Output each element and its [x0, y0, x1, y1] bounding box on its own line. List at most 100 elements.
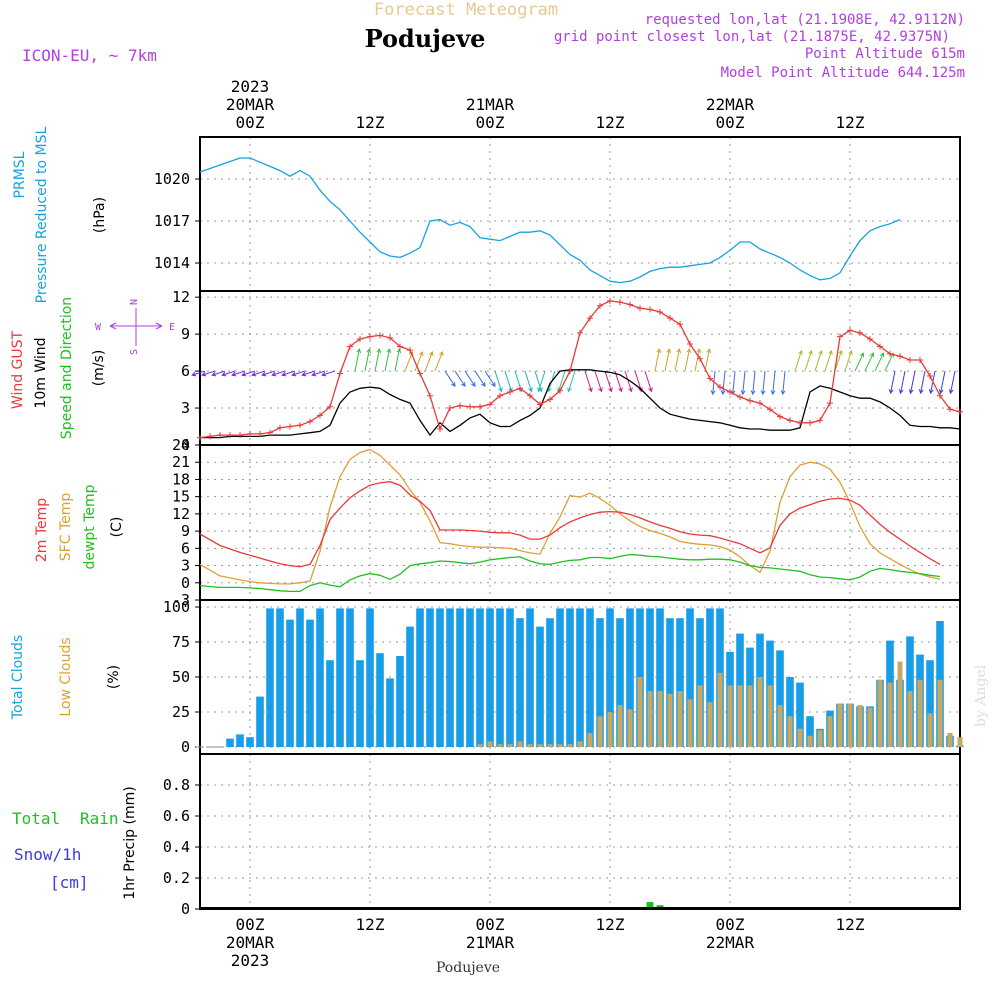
precip-rain-label: Rain: [80, 809, 119, 828]
wind-arrow: [272, 370, 286, 376]
wind-arrow: [232, 370, 246, 376]
pressure-label-2: Pressure Reduced to MSL: [34, 126, 50, 303]
wind-arrow: [434, 351, 443, 372]
low-cloud-bar: [587, 733, 593, 747]
low-cloud-bar: [937, 679, 943, 747]
gust-marker: [887, 350, 893, 357]
low-cloud-bar: [647, 691, 653, 747]
gust-marker: [907, 356, 913, 363]
wind-arrow: [374, 348, 380, 372]
pressure-line: [199, 157, 901, 284]
wind-arrow: [414, 351, 423, 372]
gust-marker: [677, 321, 683, 328]
bottom-time-label: 12Z: [596, 915, 625, 934]
wind-arrow-head: [948, 389, 954, 395]
wind-arrow-head: [598, 387, 603, 393]
total-cloud-bar: [596, 618, 604, 747]
gust-marker: [527, 392, 533, 399]
requested-coords: requested lon,lat (21.1908E, 42.9112N): [645, 12, 965, 28]
y-tick-label: 0: [181, 436, 190, 454]
wind-arrow-head: [720, 390, 726, 396]
total-cloud-bar: [296, 608, 304, 747]
y-tick-label: 3: [181, 557, 190, 575]
wind-arrow-head: [471, 382, 476, 387]
total-cloud-bar: [566, 608, 574, 747]
gust-marker: [317, 412, 323, 419]
total-cloud-bar: [306, 619, 314, 747]
total-cloud-bar: [576, 608, 584, 747]
y-tick-label: 6: [181, 362, 190, 380]
y-tick-label: 0.8: [163, 776, 190, 794]
wind-arrow-head: [898, 389, 904, 395]
wind-arrow-head: [261, 371, 267, 377]
wind-arrow-head: [366, 348, 372, 354]
gust-marker: [757, 400, 763, 407]
low-cloud-bar: [597, 716, 603, 747]
gust-marker: [957, 408, 963, 415]
y-tick-label: 18: [172, 470, 190, 488]
gust-marker: [437, 425, 443, 432]
wind-arrow-head: [760, 390, 766, 396]
gust-marker: [947, 406, 953, 413]
footer-location: Podujeve: [436, 960, 500, 976]
top-time-label: 12Z: [356, 113, 385, 132]
wind-arrow: [604, 370, 612, 392]
wind-arrow-head: [869, 352, 875, 358]
wind-arrow: [202, 370, 216, 376]
total-cloud-bar: [446, 608, 454, 747]
low-cloud-bar: [887, 682, 893, 747]
total-cloud-bar: [436, 608, 444, 747]
wind-arrow: [752, 371, 756, 395]
wind-arrow-head: [311, 371, 317, 377]
wind-arrow-head: [281, 371, 287, 377]
gust-marker: [537, 401, 543, 408]
gust-marker: [277, 424, 283, 431]
wind-arrow-head: [461, 382, 466, 387]
y-tick-label: 50: [172, 668, 190, 686]
total-cloud-bar: [366, 608, 374, 747]
wind-arrow: [534, 370, 542, 392]
low-cloud-bar: [627, 709, 633, 747]
low-cloud-bar: [537, 744, 543, 747]
total-cloud-bar: [376, 653, 384, 747]
low-cloud-bar: [927, 713, 933, 747]
gust-marker: [327, 403, 333, 410]
gust-marker: [707, 375, 713, 382]
gust-marker: [857, 329, 863, 336]
y-tick-label: 0.2: [163, 869, 190, 887]
gust-marker: [457, 402, 463, 409]
bottom-time-label: 12Z: [836, 915, 865, 934]
y-tick-label: 24: [172, 436, 190, 454]
wind-panel: Wind GUST 10m Wind Speed and Direction (…: [10, 288, 963, 454]
wind-arrow: [504, 370, 512, 392]
wind-arrow-head: [938, 389, 944, 395]
low-cloud-bar: [817, 730, 823, 747]
wind-arrow: [384, 348, 390, 372]
wind-arrow-head: [301, 371, 307, 377]
wind-arrow-head: [201, 371, 207, 377]
wind-arrow-head: [838, 349, 843, 355]
wind-arrow-head: [211, 371, 217, 377]
low-cloud-bar: [547, 744, 553, 747]
gust-marker: [787, 417, 793, 424]
wind-arrow: [900, 370, 906, 394]
wind-arrow: [242, 370, 256, 376]
total-cloud-bar: [586, 608, 594, 747]
bottom-time-label: 2023: [231, 951, 270, 970]
clouds-labels: Total Clouds Low Clouds (%): [10, 635, 122, 720]
gust-marker: [737, 393, 743, 400]
gust-marker: [287, 423, 293, 430]
temp-2m-line: [199, 481, 941, 568]
low-cloud-bar: [867, 707, 873, 747]
top-time-label: 00Z: [236, 113, 265, 132]
low-cloud-bar: [947, 733, 953, 747]
total-cloud-bar: [786, 677, 794, 747]
gust-marker: [617, 299, 623, 306]
wind-arrow: [844, 350, 852, 372]
total-cloud-bar: [516, 618, 524, 747]
y-tick-label: 9: [181, 325, 190, 343]
gust-marker: [867, 336, 873, 343]
bottom-time-label: 12Z: [356, 915, 385, 934]
gust-marker: [417, 370, 423, 377]
